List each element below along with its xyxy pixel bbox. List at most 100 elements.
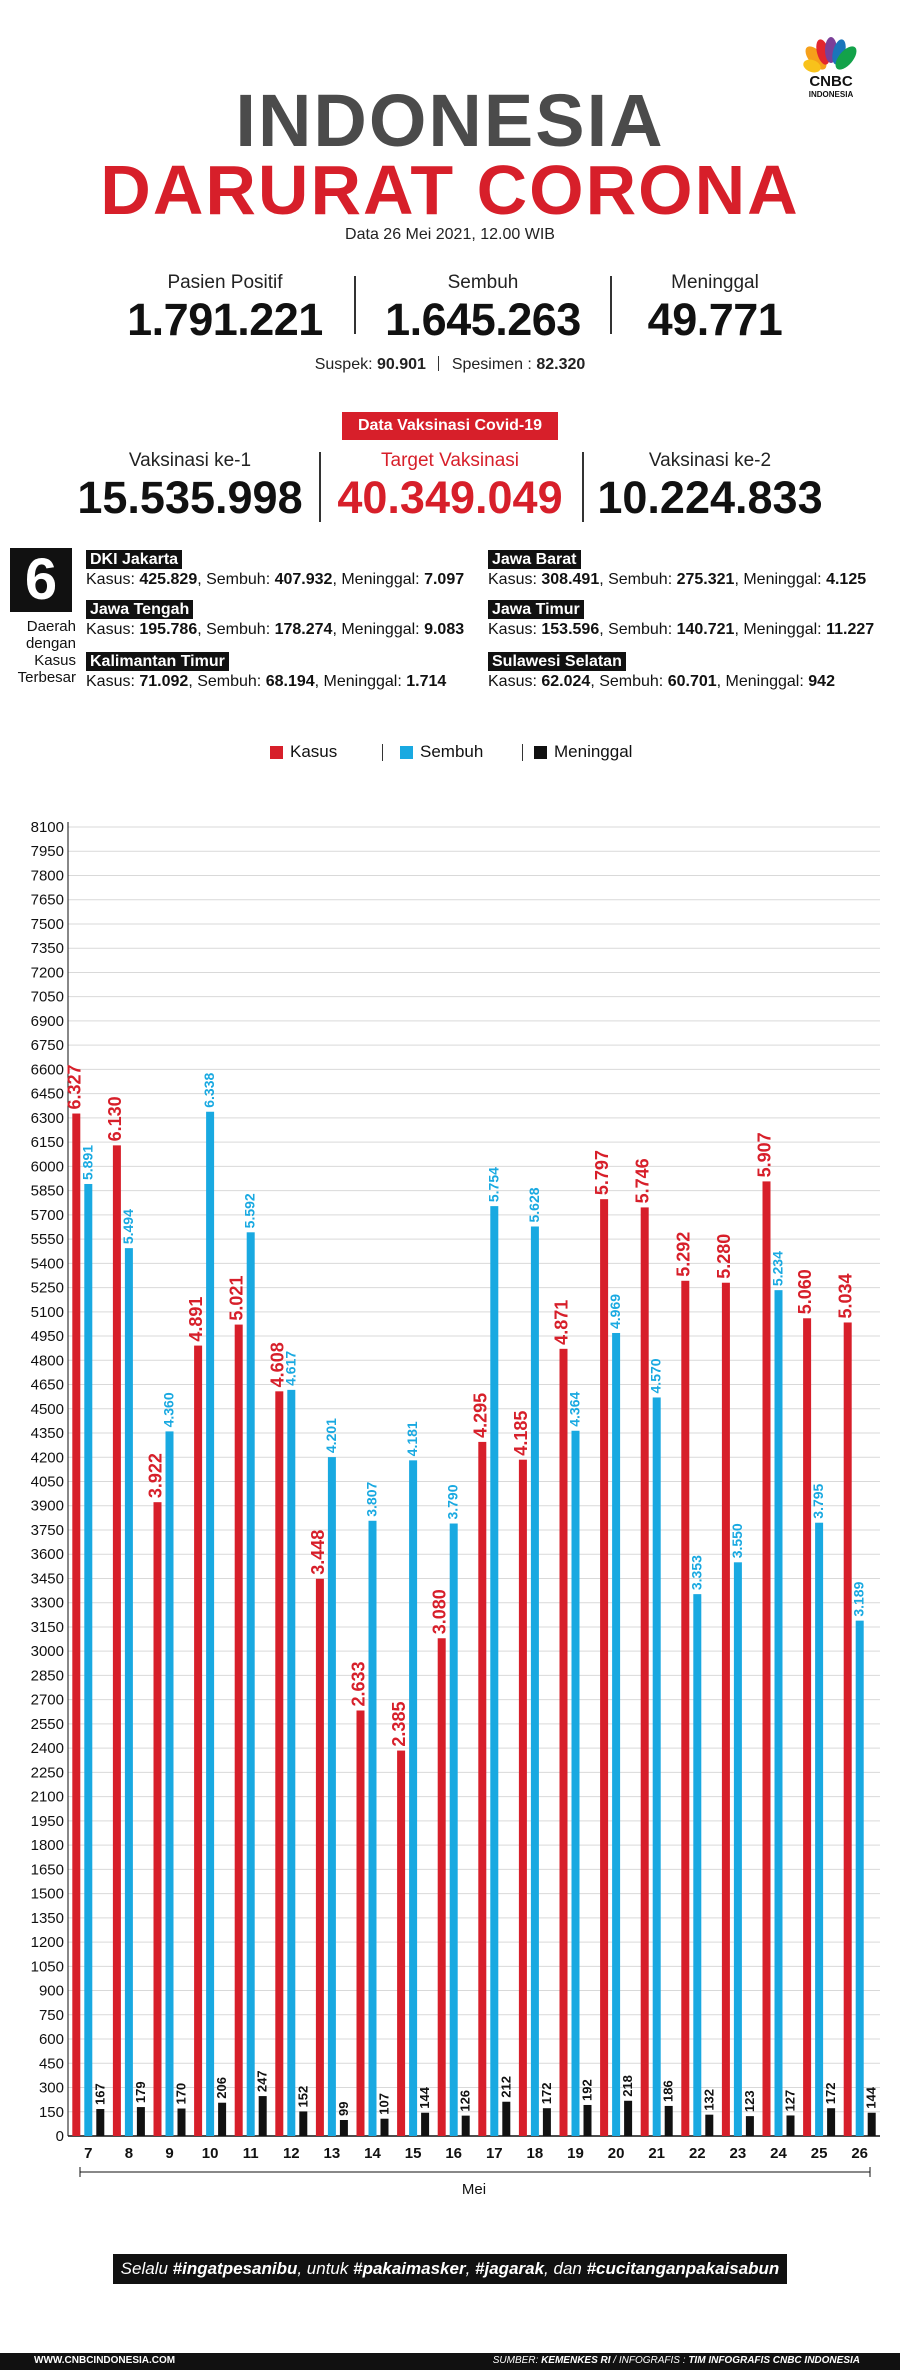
y-tick-label: 750 — [39, 2007, 64, 2024]
caption-line: Daerah — [26, 618, 76, 635]
y-tick-label: 3300 — [31, 1595, 64, 1612]
slogan-text: , dan — [544, 2259, 587, 2278]
bar-kasus — [356, 1710, 365, 2136]
data-label-meninggal: 167 — [92, 2083, 107, 2105]
data-label-kasus: 4.608 — [267, 1342, 287, 1387]
data-label-kasus: 5.280 — [714, 1234, 734, 1279]
data-label-meninggal: 123 — [742, 2090, 757, 2112]
data-label-kasus: 4.295 — [470, 1393, 490, 1438]
data-label-kasus: 4.871 — [552, 1300, 572, 1345]
data-label-kasus: 5.034 — [836, 1273, 856, 1318]
bar-meninggal — [258, 2096, 267, 2136]
slogan-text: , untuk — [297, 2259, 354, 2278]
legend-label-sembuh: Sembuh — [420, 742, 484, 761]
region-stats: Kasus: 308.491, Sembuh: 275.321, Meningg… — [488, 571, 867, 588]
hashtag: #cucitanganpakaisabun — [586, 2259, 780, 2278]
legend-swatch-meninggal — [534, 746, 547, 759]
bar-kasus — [194, 1345, 203, 2136]
bar-meninggal — [502, 2101, 511, 2136]
data-label-meninggal: 99 — [336, 2102, 351, 2116]
data-label-sembuh: 4.617 — [282, 1351, 298, 1386]
bar-kasus — [518, 1459, 527, 2136]
legend-label-kasus: Kasus — [290, 742, 338, 761]
legend-swatch-kasus — [270, 746, 283, 759]
stat-label: Meninggal — [671, 272, 759, 293]
stat-value: 1.645.263 — [385, 294, 581, 345]
data-label-meninggal: 152 — [295, 2086, 310, 2108]
stat-label: Pasien Positif — [167, 272, 283, 293]
data-label-sembuh: 5.592 — [242, 1193, 258, 1228]
y-tick-label: 7650 — [31, 892, 64, 909]
y-tick-label: 300 — [39, 2080, 64, 2097]
y-tick-label: 2850 — [31, 1667, 64, 1684]
y-tick-label: 7200 — [31, 964, 64, 981]
bar-sembuh — [855, 1620, 864, 2136]
region-stats: Kasus: 195.786, Sembuh: 178.274, Meningg… — [86, 621, 465, 638]
bar-sembuh — [571, 1430, 580, 2136]
bar-kasus — [72, 1113, 81, 2136]
bar-sembuh — [815, 1522, 824, 2136]
y-tick-label: 150 — [39, 2104, 64, 2121]
y-tick-label: 6150 — [31, 1134, 64, 1151]
stat-meninggal: Meninggal 49.771 — [605, 272, 825, 346]
y-tick-label: 1050 — [31, 1958, 64, 1975]
legend-label-meninggal: Meninggal — [554, 742, 633, 761]
x-tick-label: 23 — [730, 2145, 747, 2162]
bar-sembuh — [165, 1431, 174, 2136]
y-tick-label: 6600 — [31, 1061, 64, 1078]
legend-divider — [382, 744, 383, 761]
y-tick-label: 4950 — [31, 1328, 64, 1345]
y-tick-label: 4800 — [31, 1352, 64, 1369]
y-tick-label: 3450 — [31, 1570, 64, 1587]
vaccination-badge: Data Vaksinasi Covid-19 — [342, 412, 558, 440]
bar-sembuh — [206, 1111, 215, 2136]
bar-meninggal — [705, 2114, 714, 2136]
data-label-kasus: 5.021 — [227, 1276, 247, 1321]
bar-meninggal — [421, 2112, 430, 2136]
data-label-meninggal: 172 — [823, 2083, 838, 2105]
y-tick-label: 4200 — [31, 1449, 64, 1466]
x-tick-label: 21 — [648, 2145, 665, 2162]
y-tick-label: 3900 — [31, 1498, 64, 1515]
y-tick-label: 0 — [56, 2128, 64, 2145]
y-tick-label: 6000 — [31, 1158, 64, 1175]
data-label-meninggal: 192 — [580, 2079, 595, 2101]
data-label-sembuh: 5.754 — [485, 1167, 501, 1202]
slogan-banner: Selalu #ingatpesanibu, untuk #pakaimaske… — [113, 2254, 787, 2284]
region-sulawesi-selatan: Sulawesi Selatan Kasus: 62.024, Sembuh: … — [488, 652, 835, 691]
bar-kasus — [762, 1181, 771, 2136]
data-label-kasus: 5.746 — [633, 1158, 653, 1203]
region-stats: Kasus: 62.024, Sembuh: 60.701, Meninggal… — [488, 673, 835, 690]
suspek-value: 90.901 — [376, 356, 426, 373]
region-jawa-timur: Jawa Timur Kasus: 153.596, Sembuh: 140.7… — [488, 600, 874, 639]
region-caption: Daerah dengan Kasus Terbesar — [10, 618, 76, 686]
slogan-text: , — [465, 2259, 476, 2278]
divider — [354, 276, 356, 334]
stat-value: 1.791.221 — [127, 294, 323, 345]
region-name: Jawa Timur — [488, 600, 584, 619]
bar-kasus — [559, 1348, 568, 2136]
y-tick-label: 3600 — [31, 1546, 64, 1563]
vax-label: Target Vaksinasi — [381, 450, 519, 471]
x-tick-label: 24 — [770, 2145, 787, 2162]
report-date: Data 26 Mei 2021, 12.00 WIB — [345, 226, 555, 243]
bar-kasus — [803, 1318, 812, 2136]
y-tick-label: 7950 — [31, 843, 64, 860]
data-label-sembuh: 4.360 — [161, 1392, 177, 1427]
data-label-kasus: 6.327 — [64, 1064, 84, 1109]
y-tick-label: 450 — [39, 2055, 64, 2072]
vax-target: Target Vaksinasi 40.349.049 — [325, 450, 575, 524]
x-tick-label: 26 — [851, 2145, 868, 2162]
data-label-meninggal: 144 — [417, 2086, 432, 2108]
bar-sembuh — [84, 1183, 93, 2136]
y-tick-label: 5100 — [31, 1304, 64, 1321]
bar-sembuh — [530, 1226, 539, 2136]
bar-meninggal — [827, 2108, 836, 2136]
vax-value: 10.224.833 — [597, 472, 823, 523]
vax-label: Vaksinasi ke-2 — [648, 450, 772, 471]
hashtag: #ingatpesanibu — [172, 2259, 298, 2278]
y-tick-label: 7800 — [31, 867, 64, 884]
bar-sembuh — [733, 1562, 742, 2136]
y-tick-label: 2550 — [31, 1716, 64, 1733]
y-tick-label: 5700 — [31, 1207, 64, 1224]
